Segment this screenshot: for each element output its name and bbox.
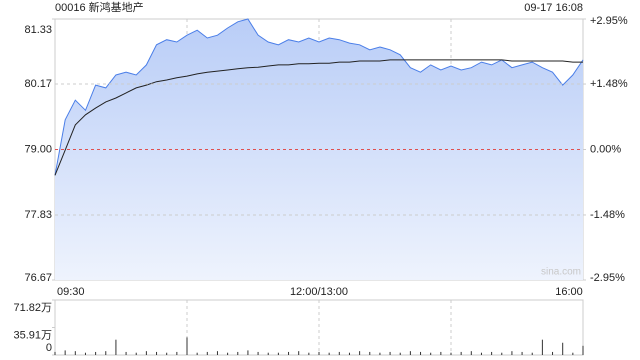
volume-bar bbox=[348, 352, 350, 355]
volume-bar bbox=[237, 351, 239, 355]
volume-bar bbox=[359, 351, 361, 355]
volume-bar bbox=[440, 351, 442, 355]
volume-bar bbox=[135, 352, 137, 355]
y2-tick-label: 0.00% bbox=[590, 143, 621, 155]
volume-bar bbox=[308, 352, 310, 355]
volume-bar bbox=[227, 352, 229, 355]
y-tick-label: 77.83 bbox=[24, 209, 52, 221]
volume-bar bbox=[491, 351, 493, 355]
volume-bar bbox=[206, 351, 208, 355]
y-tick-label: 79.00 bbox=[24, 143, 52, 155]
volume-bar bbox=[582, 345, 584, 355]
y-tick-label: 76.67 bbox=[24, 272, 52, 284]
volume-bar bbox=[338, 351, 340, 355]
volume-bar bbox=[450, 352, 452, 355]
volume-bar bbox=[521, 351, 523, 355]
volume-bar bbox=[84, 352, 86, 355]
volume-bar bbox=[196, 352, 198, 355]
volume-bar bbox=[572, 352, 574, 355]
volume-bar bbox=[318, 351, 320, 355]
volume-bar bbox=[277, 352, 279, 355]
volume-bar bbox=[105, 351, 107, 355]
average-line bbox=[54, 59, 583, 176]
volume-bar bbox=[145, 351, 147, 355]
volume-bar bbox=[480, 352, 482, 355]
volume-bar bbox=[541, 339, 543, 355]
y2-tick-label: +1.48% bbox=[590, 78, 628, 90]
volume-bar bbox=[420, 351, 422, 355]
volume-bar bbox=[328, 352, 330, 355]
price-line bbox=[54, 18, 584, 176]
volume-tick-label: 71.82万 bbox=[13, 302, 52, 314]
y2-tick-label: -1.48% bbox=[590, 209, 625, 221]
y-tick-label: 81.33 bbox=[24, 24, 52, 36]
x-tick-label: 12:00/13:00 bbox=[290, 286, 348, 298]
volume-bar bbox=[267, 352, 269, 355]
volume-bar bbox=[389, 351, 391, 355]
y-tick-label: 80.17 bbox=[24, 78, 52, 90]
volume-bar bbox=[460, 351, 462, 355]
volume-bar bbox=[409, 351, 411, 355]
volume-bar bbox=[470, 351, 472, 355]
chart-title: 00016 新鸿基地产 bbox=[55, 0, 144, 14]
volume-bar bbox=[64, 350, 66, 355]
volume-bar bbox=[115, 339, 117, 355]
timestamp: 09-17 16:08 bbox=[524, 2, 583, 14]
volume-bar bbox=[298, 351, 300, 355]
volume-bar bbox=[186, 337, 188, 355]
x-tick-label: 16:00 bbox=[555, 286, 583, 298]
x-tick-label: 09:30 bbox=[57, 286, 85, 298]
y2-tick-label: +2.95% bbox=[590, 15, 628, 27]
volume-bar bbox=[54, 351, 56, 355]
volume-bar bbox=[552, 351, 554, 355]
volume-bar bbox=[166, 352, 168, 355]
y2-tick-label: -2.95% bbox=[590, 272, 625, 284]
volume-bar bbox=[369, 351, 371, 355]
volume-bar bbox=[74, 351, 76, 355]
volume-bar bbox=[288, 351, 290, 355]
volume-bar bbox=[257, 351, 259, 355]
volume-bar bbox=[430, 352, 432, 355]
volume-bar bbox=[531, 352, 533, 355]
volume-bar bbox=[216, 351, 218, 355]
volume-bar bbox=[399, 352, 401, 355]
volume-bar bbox=[501, 352, 503, 355]
watermark: sina.com bbox=[541, 267, 581, 278]
volume-bar bbox=[379, 352, 381, 355]
volume-tick-label: 35.91万 bbox=[13, 329, 52, 341]
volume-bar bbox=[176, 351, 178, 355]
volume-tick-label: 0 bbox=[46, 342, 52, 354]
volume-bar bbox=[156, 351, 158, 355]
volume-bar bbox=[125, 351, 127, 355]
volume-bar bbox=[247, 350, 249, 355]
volume-bar bbox=[511, 351, 513, 355]
volume-bar bbox=[95, 351, 97, 355]
volume-bar bbox=[562, 342, 564, 355]
